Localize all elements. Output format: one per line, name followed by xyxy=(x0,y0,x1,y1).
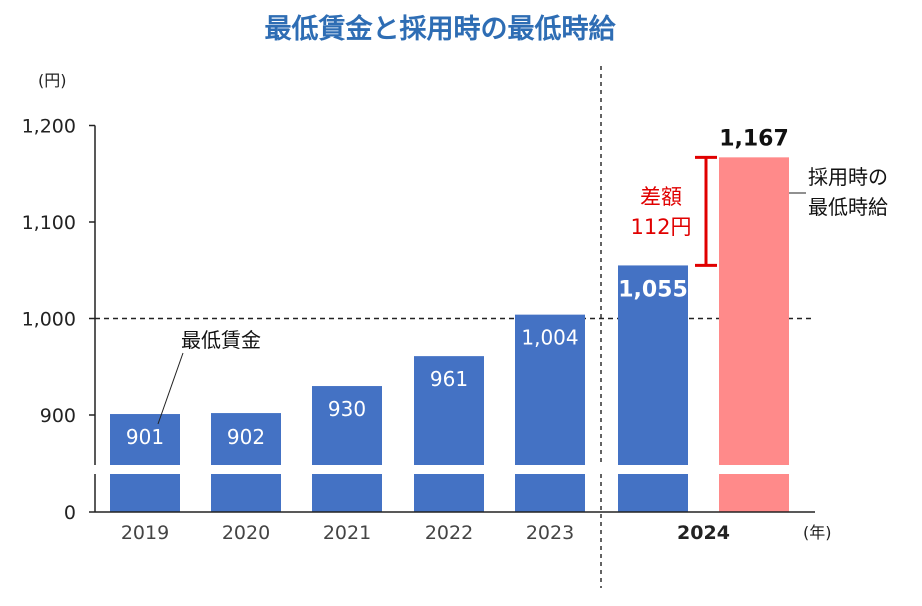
bar-upper-segment xyxy=(618,265,688,465)
difference-label-line2: 112円 xyxy=(630,215,691,239)
bar-upper-segment xyxy=(211,413,281,465)
y-tick-label-zero: 0 xyxy=(64,502,76,524)
y-tick-label: 900 xyxy=(40,405,76,427)
annotation-leader-line xyxy=(157,352,184,425)
bar-min-wage-2024: 1,055 xyxy=(618,265,688,512)
data-label: 1,004 xyxy=(521,326,578,350)
bar-min-wage-2021: 930 xyxy=(312,386,382,512)
annotation-min-wage: 最低賃金 xyxy=(181,328,261,352)
x-tick-label: 2022 xyxy=(425,522,473,544)
x-axis-unit: (年) xyxy=(803,523,832,542)
y-axis-unit: (円) xyxy=(38,71,67,90)
bar-lower-segment xyxy=(618,474,688,512)
x-tick-label: 2023 xyxy=(526,522,574,544)
y-tick-label: 1,200 xyxy=(22,116,76,138)
data-label: 902 xyxy=(227,425,265,449)
bar-upper-segment xyxy=(719,157,789,465)
annotation-hire-line2: 最低時給 xyxy=(808,195,888,219)
bar-upper-segment xyxy=(110,414,180,465)
x-tick-label: 2024 xyxy=(677,522,730,544)
axis-break-gap xyxy=(87,465,807,474)
x-tick-label: 2020 xyxy=(222,522,270,544)
bar-upper-segment xyxy=(414,356,484,465)
bar-hire-wage-2024: 1,167 xyxy=(719,126,789,512)
annotation-hire-line1: 採用時の xyxy=(808,165,888,189)
data-label: 901 xyxy=(126,425,164,449)
bar-min-wage-2019: 901 xyxy=(110,414,180,512)
bar-upper-segment xyxy=(312,386,382,465)
bar-lower-segment xyxy=(719,474,789,512)
bar-lower-segment xyxy=(414,474,484,512)
data-label: 1,055 xyxy=(618,277,688,302)
x-tick-label: 2021 xyxy=(323,522,371,544)
bar-lower-segment xyxy=(211,474,281,512)
chart-title: 最低賃金と採用時の最低時給 xyxy=(265,13,617,45)
y-tick-label: 1,100 xyxy=(22,212,76,234)
y-tick-label: 1,000 xyxy=(22,309,76,331)
bar-lower-segment xyxy=(110,474,180,512)
difference-label-line1: 差額 xyxy=(640,185,682,209)
bar-min-wage-2022: 961 xyxy=(414,356,484,512)
bar-lower-segment xyxy=(515,474,585,512)
data-label: 930 xyxy=(328,397,366,421)
bar-min-wage-2023: 1,004 xyxy=(515,314,585,512)
x-tick-label: 2019 xyxy=(121,522,169,544)
data-label: 1,167 xyxy=(719,126,789,151)
bar-lower-segment xyxy=(312,474,382,512)
bar-upper-segment xyxy=(515,314,585,465)
data-label: 961 xyxy=(430,367,468,391)
bar-min-wage-2020: 902 xyxy=(211,413,281,512)
